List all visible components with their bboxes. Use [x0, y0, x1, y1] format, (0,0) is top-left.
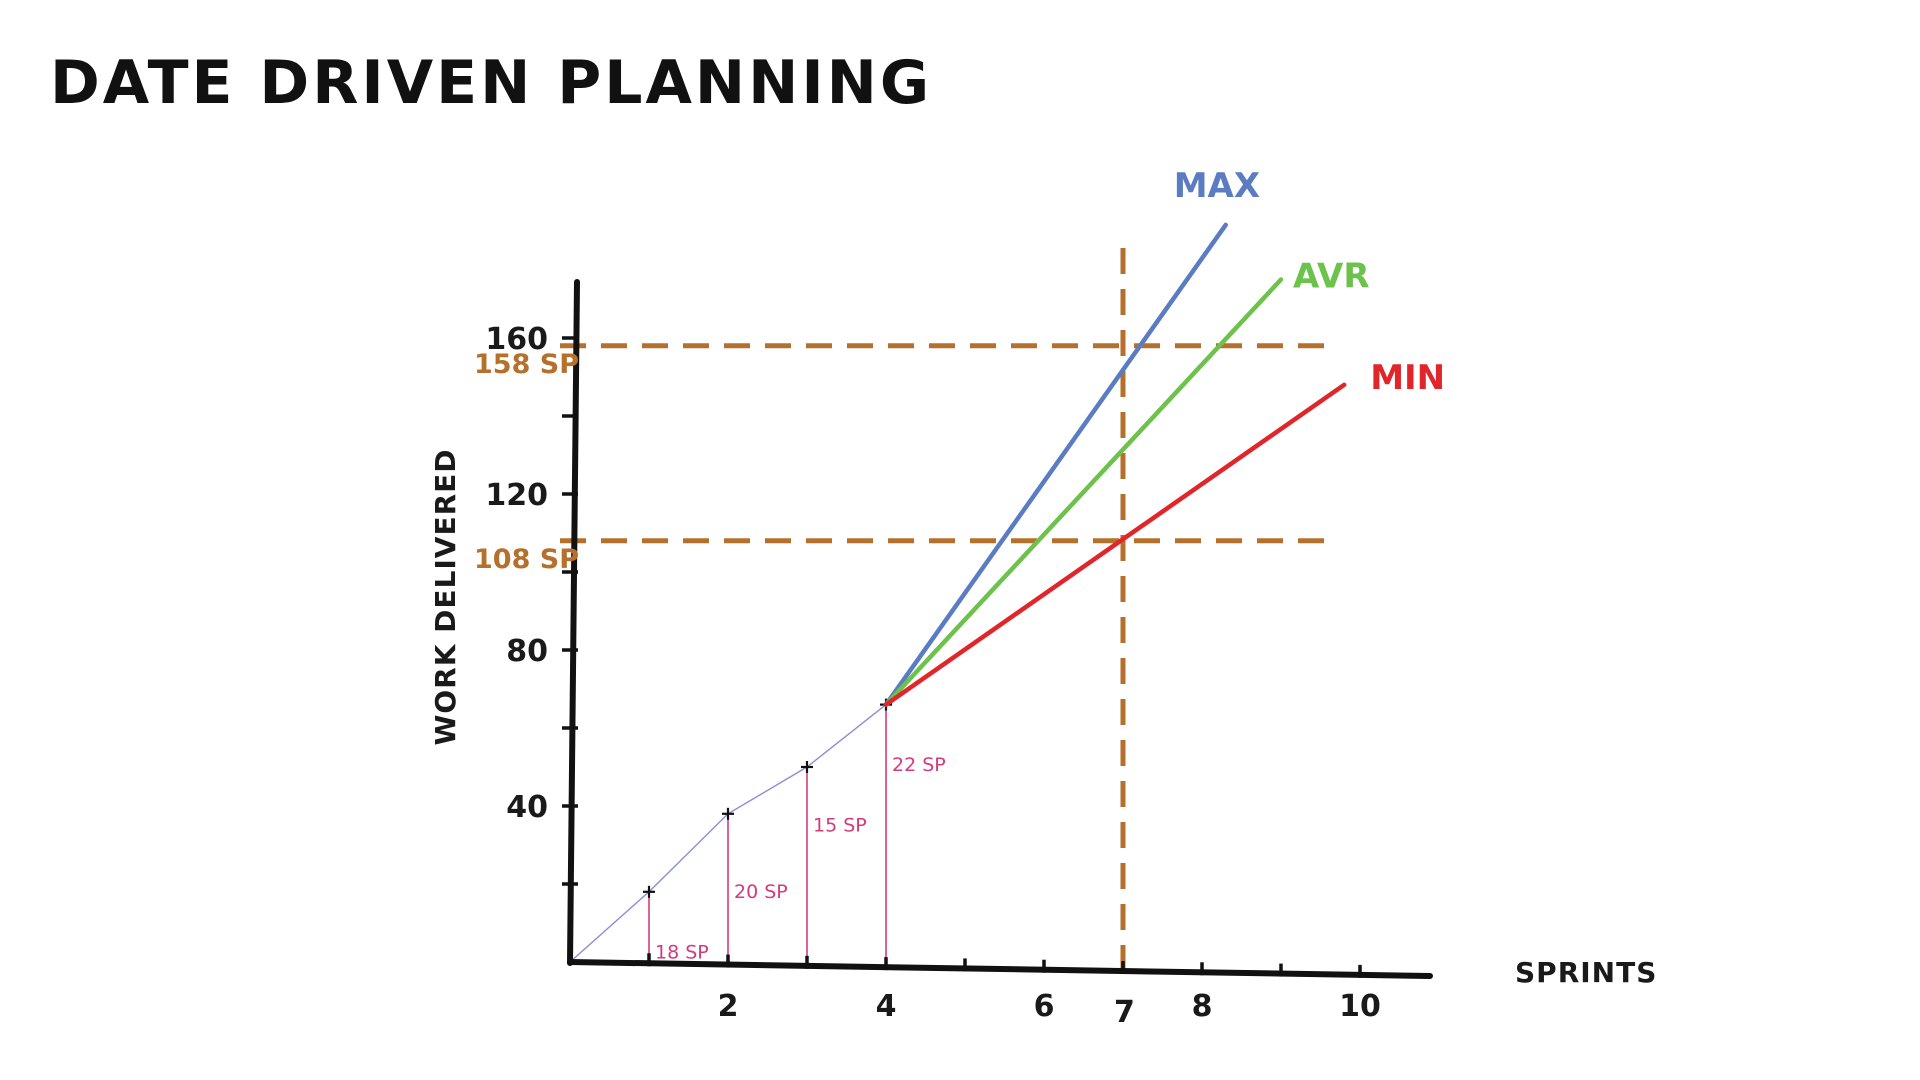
reference-label-158: 158 SP — [474, 349, 579, 380]
history-point-1 — [643, 885, 655, 898]
y-tick-label-80: 80 — [506, 634, 548, 669]
x-axis-line — [567, 959, 1433, 979]
y-axis-line — [567, 279, 580, 966]
x-tick-label-4: 4 — [876, 989, 897, 1024]
reference-lines — [560, 248, 1335, 975]
series-label-max: MAX — [1174, 166, 1260, 206]
y-tick-label-120: 120 — [485, 478, 548, 513]
page-title: DATE DRIVEN PLANNING — [50, 48, 933, 118]
x-tick-label-8: 8 — [1192, 989, 1213, 1024]
reference-label-108: 108 SP — [474, 544, 579, 575]
history-point-2 — [722, 807, 734, 820]
y-tick-label-40: 40 — [506, 790, 548, 825]
series-label-avr: AVR — [1293, 257, 1370, 297]
sprint-label-2: 20 SP — [734, 881, 788, 903]
x-axis-title: SPRINTS — [1515, 956, 1657, 989]
reference-label-x-7: 7 — [1114, 995, 1135, 1030]
sprint-label-1: 18 SP — [655, 942, 709, 964]
y-tick-label-160: 160 — [485, 322, 548, 357]
history-point-3 — [801, 761, 813, 773]
series-label-min: MIN — [1370, 358, 1445, 398]
y-axis-title: WORK DELIVERED — [429, 448, 462, 745]
forecast-series — [883, 222, 1347, 707]
series-line-max — [883, 222, 1228, 707]
sprint-label-4: 22 SP — [892, 754, 946, 776]
series-line-avr — [883, 277, 1284, 707]
sprint-label-3: 15 SP — [813, 815, 867, 837]
axes — [562, 279, 1433, 979]
x-tick-label-2: 2 — [718, 989, 739, 1024]
chart-labels: 158 SP 108 SP 7 18 SP 20 SP 15 SP 22 SP MAX AVR M… — [429, 166, 1657, 1030]
x-tick-label-6: 6 — [1034, 989, 1055, 1024]
x-tick-label-10: 10 — [1339, 989, 1381, 1024]
series-line-min — [883, 382, 1347, 707]
history-series — [569, 698, 892, 963]
